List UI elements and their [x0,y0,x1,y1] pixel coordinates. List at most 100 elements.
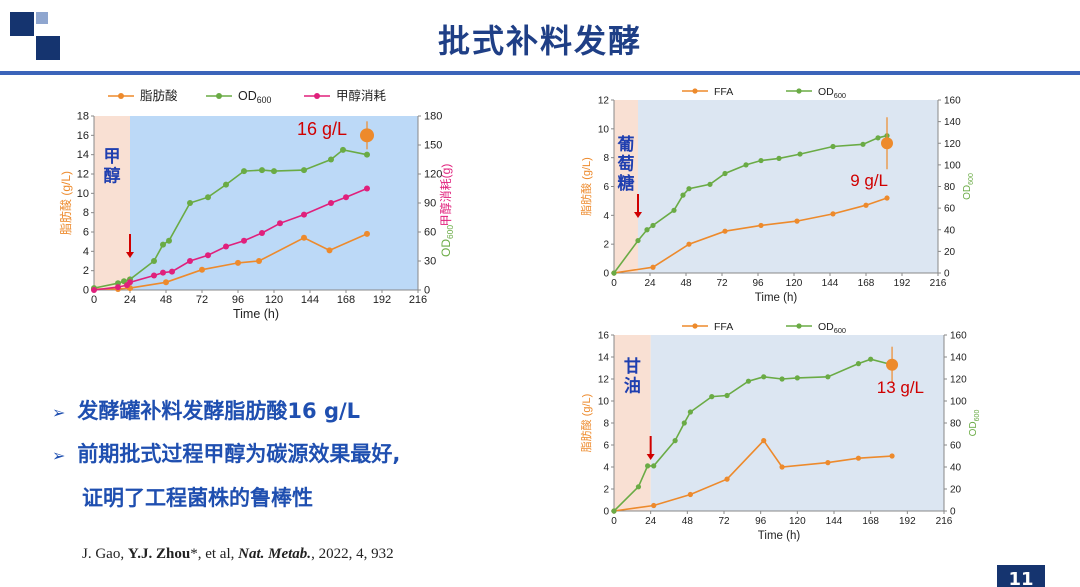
carbon-source-label: 甘 [624,356,641,376]
y-tick-label: 8 [83,207,89,219]
data-point-1 [611,270,617,276]
x-tick-label: 72 [716,278,728,289]
legend-marker [118,93,124,99]
data-point-0 [199,266,205,273]
data-point-1 [611,508,617,514]
y2-tick-label: 40 [950,463,962,474]
y2-tick-label: 0 [950,507,956,518]
x-tick-label: 144 [822,278,839,289]
data-point-0 [761,438,767,444]
data-point-1 [205,194,211,201]
x-tick-label: 48 [682,516,694,527]
y-tick-label: 4 [603,463,609,474]
x-tick-label: 120 [789,516,806,527]
arrow-bullet-icon: ➢ [52,403,66,422]
y-tick-label: 14 [77,149,89,161]
x-tick-label: 96 [752,278,764,289]
data-point-1 [779,376,785,382]
y2-tick-label: 30 [424,256,436,268]
x-axis-title: Time (h) [755,292,798,304]
data-point-1 [860,141,866,147]
data-point-1 [687,409,693,415]
y-tick-label: 8 [603,419,609,430]
y2-tick-label: 40 [944,225,956,236]
data-point-0 [724,476,730,482]
y-axis-title-right-od: OD600 [439,225,455,257]
y2-tick-label: 60 [424,227,436,239]
data-point-1 [743,162,749,168]
data-point-2 [160,269,166,276]
y-tick-label: 8 [603,153,609,164]
y2-tick-label: 60 [944,204,956,215]
y-tick-label: 10 [598,397,610,408]
fed-batch-phase-region [130,116,418,290]
feed-start-arrow-head-icon [646,454,655,460]
data-point-1 [672,438,678,444]
annotation-label: 13 g/L [877,378,924,397]
y2-tick-label: 100 [950,397,967,408]
data-point-0 [758,222,764,229]
data-point-0 [722,228,728,234]
data-point-1 [855,361,862,367]
fed-batch-phase-region [650,335,944,511]
data-point-0 [364,230,370,237]
data-point-1 [301,167,307,174]
x-tick-label: 24 [124,294,136,306]
legend-label: FFA [714,321,733,333]
annotation-point [881,137,893,150]
y-tick-label: 4 [83,246,89,258]
x-tick-label: 144 [301,294,319,306]
x-tick-label: 216 [936,516,953,527]
legend-marker [314,93,320,99]
data-point-2 [115,284,121,291]
x-tick-label: 96 [232,294,244,306]
data-point-1 [830,143,836,150]
x-axis-title: Time (h) [233,307,279,321]
series-line-0 [94,233,368,290]
y-tick-label: 10 [77,188,89,200]
feed-start-arrow-head-icon [634,212,642,218]
y-tick-label: 6 [603,182,609,193]
legend-marker [692,323,698,329]
x-tick-label: 168 [862,516,879,527]
title-divider [0,71,1080,75]
x-tick-label: 192 [894,278,911,289]
x-tick-label: 120 [786,278,803,289]
data-point-1 [635,237,641,244]
legend-marker [796,88,802,94]
data-point-1 [709,394,715,400]
data-point-0 [686,241,692,247]
legend-label: OD600 [818,86,846,100]
data-point-1 [776,155,782,161]
data-point-2 [241,237,247,244]
chart-glycerol: 0 24 48 72 96 120 144 168 192 2160246810121416020… [579,321,981,542]
data-point-1 [686,186,692,192]
carbon-source-label: 油 [624,376,641,396]
data-point-1 [644,227,650,233]
data-point-1 [868,356,874,362]
y2-tick-label: 160 [944,96,961,107]
data-point-2 [205,252,211,259]
y2-tick-label: 100 [944,160,961,171]
data-point-1 [241,168,247,175]
annotation-label: 16 g/L [297,119,347,139]
x-tick-label: 120 [265,294,283,306]
data-point-2 [364,185,370,192]
x-tick-label: 216 [409,294,427,306]
batch-phase-region [94,116,130,290]
annotation-point [360,128,374,143]
data-point-2 [343,194,349,201]
chart-glucose: 0 24 48 72 96 120 144 168 192 2160246810120204060… [579,86,975,304]
data-point-1 [758,157,764,164]
data-point-0 [884,195,890,201]
y-tick-label: 2 [603,485,609,496]
data-point-0 [889,453,895,459]
data-point-1 [745,378,752,384]
y2-tick-label: 120 [944,139,961,150]
data-point-2 [223,243,229,250]
x-tick-label: 72 [718,516,730,527]
x-tick-label: 96 [755,516,767,527]
data-point-1 [223,181,229,188]
x-tick-label: 24 [644,278,656,289]
data-point-2 [91,287,97,293]
